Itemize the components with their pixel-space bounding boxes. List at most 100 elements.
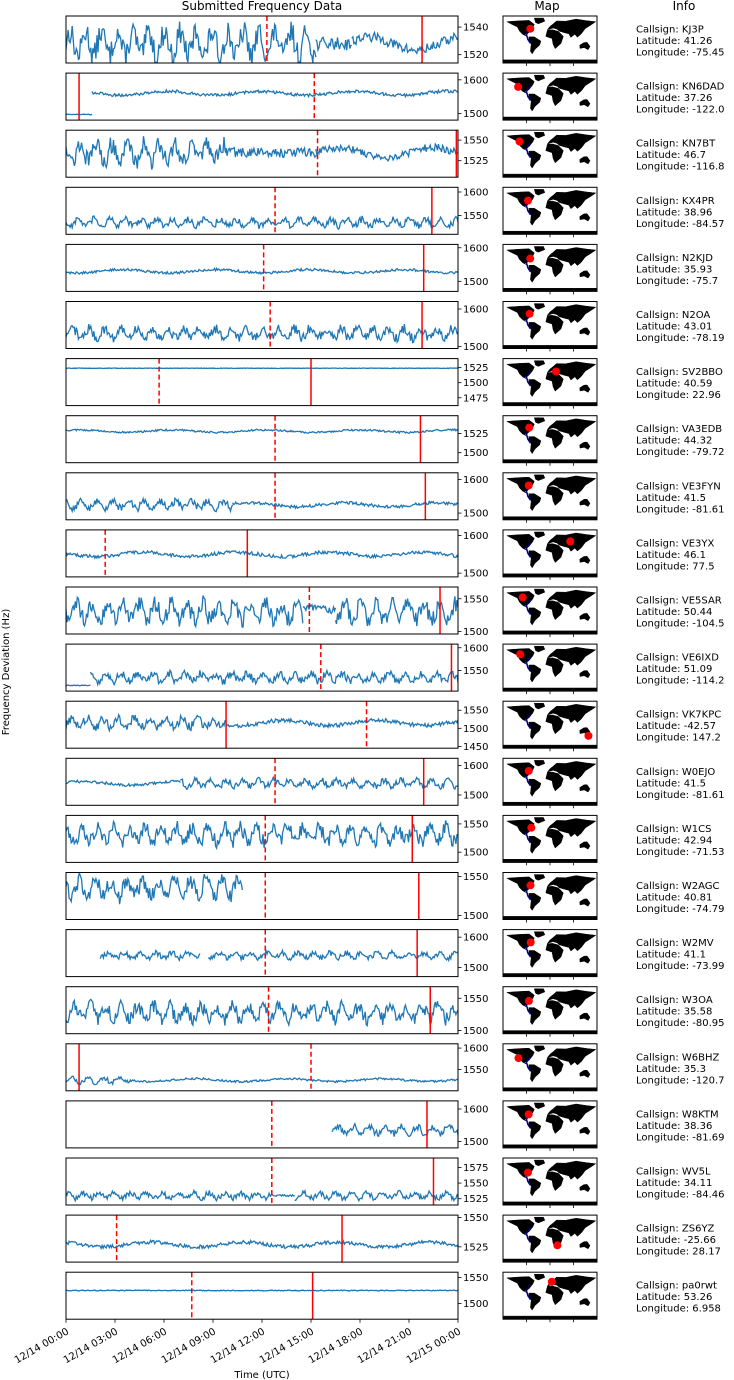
longitude-text: Longitude: -122.0 xyxy=(636,105,725,116)
callsign-text: Callsign: W1CS xyxy=(636,824,711,835)
land-shape xyxy=(533,703,546,710)
land-shape xyxy=(546,190,597,210)
y-tick-label: 1500 xyxy=(463,627,488,638)
longitude-text: Longitude: -80.95 xyxy=(636,1018,725,1029)
land-shape xyxy=(545,828,564,849)
latitude-text: Latitude: 46.1 xyxy=(636,550,706,561)
y-tick-label: 1500 xyxy=(463,848,488,859)
x-tick-label: 12/14 03:00 xyxy=(62,1326,120,1366)
y-tick-label: 1500 xyxy=(463,1299,488,1310)
land-shape xyxy=(528,1235,542,1254)
land-shape xyxy=(503,916,597,920)
land-shape xyxy=(545,886,564,906)
land-shape xyxy=(579,213,591,222)
series-line xyxy=(66,367,458,370)
latitude-text: Latitude: 35.58 xyxy=(636,1007,712,1018)
map-frame xyxy=(502,643,598,692)
latitude-text: Latitude: 41.5 xyxy=(636,778,706,789)
map-VE3YX xyxy=(502,529,598,580)
map-KN6DAD xyxy=(502,72,598,124)
land-shape xyxy=(579,556,591,564)
series-line xyxy=(66,819,458,851)
y-tick-label: 1550 xyxy=(463,136,488,147)
longitude-text: Longitude: -84.57 xyxy=(636,219,725,230)
longitude-text: Longitude: 147.2 xyxy=(636,733,721,744)
series-line xyxy=(66,21,458,63)
land-shape xyxy=(545,1114,564,1134)
y-tick-label: 1575 xyxy=(463,1163,488,1174)
map-N2KJD xyxy=(502,243,598,295)
y-tick-label: 1525 xyxy=(463,429,488,440)
station-marker xyxy=(547,1277,556,1286)
map-path-line xyxy=(525,713,531,730)
land-shape xyxy=(545,200,564,221)
land-shape xyxy=(546,475,597,495)
land-shape xyxy=(533,1102,546,1109)
latitude-text: Latitude: 35.93 xyxy=(636,264,712,275)
land-shape xyxy=(533,132,546,139)
map-path-line xyxy=(525,656,531,672)
latitude-text: Latitude: 38.96 xyxy=(636,207,712,218)
land-shape xyxy=(528,607,542,626)
station-marker xyxy=(526,938,535,947)
land-shape xyxy=(545,1000,564,1020)
x-tick-label: 12/14 09:00 xyxy=(160,1326,218,1366)
land-shape xyxy=(503,516,597,520)
plot-frame xyxy=(65,72,459,121)
y-tick-label: 1500 xyxy=(463,911,488,922)
land-shape xyxy=(579,784,591,793)
map-frame xyxy=(502,243,598,292)
land-shape xyxy=(579,1127,591,1135)
land-shape xyxy=(503,1144,597,1148)
map-frame xyxy=(502,129,598,178)
y-tick-label: 1550 xyxy=(463,706,488,717)
longitude-text: Longitude: -78.19 xyxy=(636,333,725,344)
plot-frame xyxy=(65,301,459,349)
land-shape xyxy=(579,384,591,393)
y-tick-label: 1600 xyxy=(463,475,488,486)
y-tick-label: 1600 xyxy=(463,761,488,772)
land-shape xyxy=(528,36,542,55)
series-line xyxy=(66,549,458,560)
map-frame xyxy=(502,814,598,863)
longitude-text: Longitude: -75.45 xyxy=(636,48,725,59)
y-tick-label: 1550 xyxy=(463,594,488,605)
y-tick-label: 1525 xyxy=(463,1194,488,1205)
station-marker xyxy=(523,196,532,205)
land-shape xyxy=(533,1274,546,1281)
land-shape xyxy=(503,230,597,235)
land-shape xyxy=(533,760,546,767)
land-shape xyxy=(579,1241,591,1250)
land-shape xyxy=(506,705,535,723)
land-shape xyxy=(533,931,546,938)
y-tick-label: 1500 xyxy=(463,791,488,802)
map-KN7BT xyxy=(502,129,598,181)
land-shape xyxy=(528,950,542,968)
land-shape xyxy=(546,133,597,152)
x-tick-label: 12/14 12:00 xyxy=(209,1326,267,1366)
x-tick-label: 12/14 21:00 xyxy=(356,1326,414,1366)
series-line xyxy=(66,323,458,345)
y-tick-label: 1600 xyxy=(463,305,488,316)
y-tick-label: 1525 xyxy=(463,363,488,374)
map-frame xyxy=(502,415,598,464)
y-tick-label: 1600 xyxy=(463,243,488,254)
land-shape xyxy=(579,156,591,165)
land-shape xyxy=(546,1160,597,1180)
y-tick-label: 1600 xyxy=(463,531,488,542)
land-shape xyxy=(528,379,542,397)
map-VA3EDB xyxy=(502,415,598,466)
